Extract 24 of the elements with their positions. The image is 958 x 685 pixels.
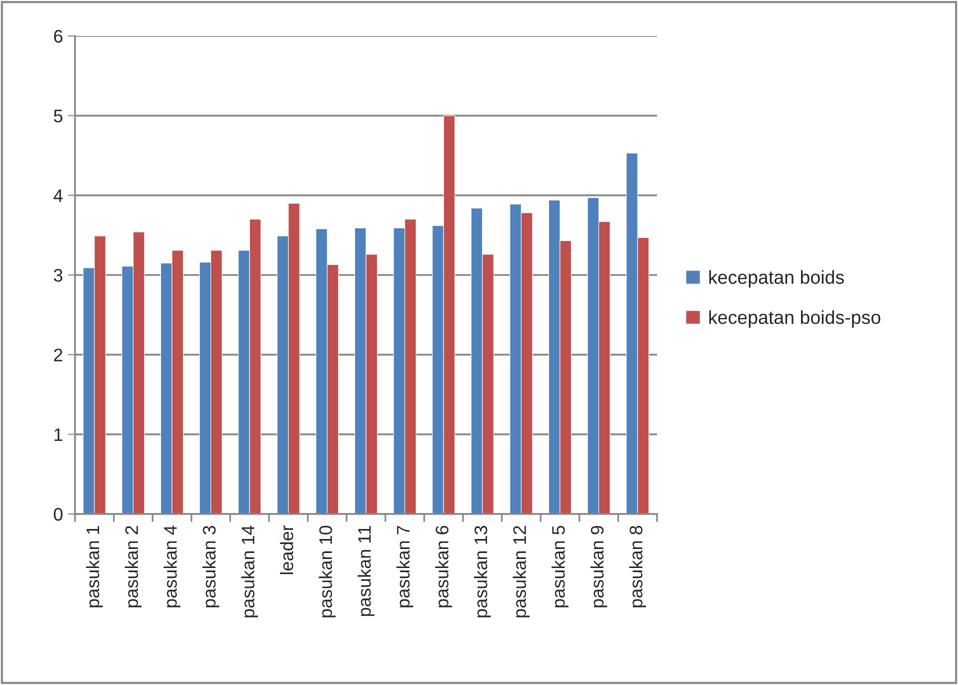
x-tick-label: pasukan 9 — [590, 526, 608, 608]
y-tick-label: 3 — [54, 268, 62, 282]
y-tick-label: 2 — [54, 348, 62, 362]
x-tick-label: pasukan 8 — [629, 526, 646, 608]
x-tick-label: pasukan 10 — [318, 526, 336, 618]
x-tick-label: pasukan 7 — [396, 526, 414, 608]
y-tick-label: 5 — [54, 110, 62, 122]
x-tick-label: pasukan 4 — [164, 526, 180, 608]
y-tick-label: 0 — [54, 508, 62, 521]
x-tick-label: pasukan 3 — [202, 526, 220, 608]
x-tick-label: pasukan 1 — [86, 526, 103, 608]
legend-label: kecepatan boids — [709, 270, 844, 288]
x-tick-label: pasukan 14 — [241, 526, 258, 618]
legend-label: kecepatan boids-pso — [709, 310, 880, 328]
y-tick-label: 4 — [54, 189, 63, 202]
y-tick-label: 6 — [54, 30, 62, 43]
x-tick-label: pasukan 13 — [474, 526, 491, 618]
x-tick-label: leader — [280, 525, 294, 574]
x-tick-label: pasukan 6 — [435, 526, 452, 608]
y-tick-label: 1 — [54, 428, 62, 441]
x-tick-label: pasukan 5 — [552, 526, 568, 608]
x-tick-label: pasukan 12 — [512, 526, 530, 618]
x-tick-label: pasukan 2 — [124, 526, 142, 608]
x-tick-label: pasukan 11 — [358, 526, 374, 616]
